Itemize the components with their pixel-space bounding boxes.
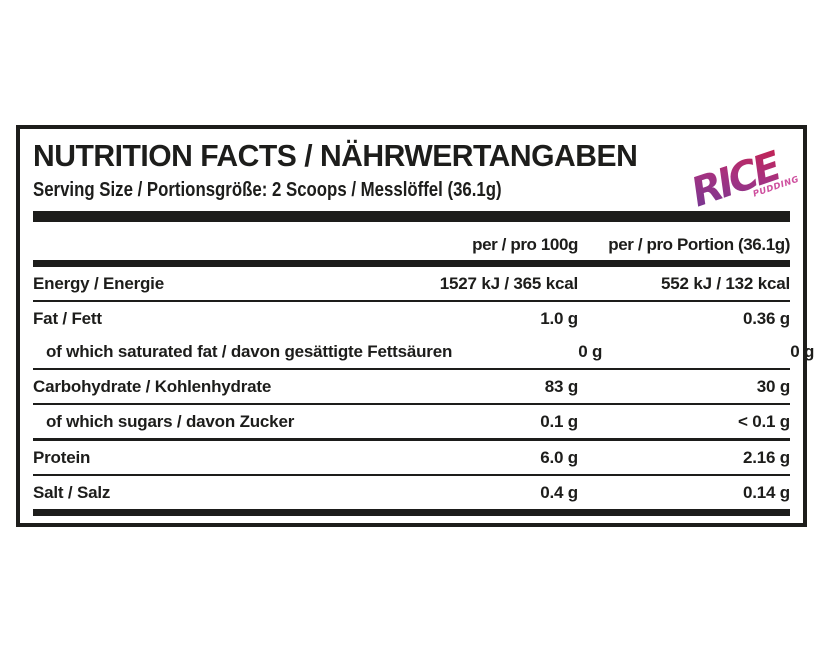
nutrient-name: Protein: [33, 447, 91, 467]
nutrition-row: of which sugars / davon Zucker 0.1 g < 0…: [33, 405, 790, 441]
rice-pudding-logo-svg: RICE PUDDING: [686, 143, 801, 216]
nutrition-row: Carbohydrate / Kohlenhydrate 83 g 30 g: [33, 370, 790, 405]
nutrient-name: of which sugars / davon Zucker: [46, 411, 295, 431]
value-per-portion: 552 kJ / 132 kcal: [661, 273, 790, 293]
divider-bar-top: [33, 211, 790, 222]
value-per-100g: 1527 kJ / 365 kcal: [439, 273, 578, 293]
nutrient-name: Salt / Salz: [33, 482, 111, 502]
value-per-portion: 0.14 g: [743, 482, 790, 502]
nutrition-rows: Energy / Energie 1527 kJ / 365 kcal 552 …: [33, 267, 814, 516]
column-header-per-portion: per / pro Portion (36.1g): [608, 235, 790, 254]
value-per-100g: 83 g: [544, 376, 578, 396]
serving-size-text: Serving Size / Portionsgröße: 2 Scoops /…: [33, 179, 502, 201]
nutrition-facts-label: NUTRITION FACTS / NÄHRWERTANGABEN Servin…: [16, 125, 814, 527]
value-per-100g: 1.0 g: [540, 308, 578, 328]
label-title: NUTRITION FACTS / NÄHRWERTANGABEN: [33, 138, 638, 173]
nutrition-row: Fat / Fett 1.0 g 0.36 g: [33, 302, 790, 335]
value-per-portion: 0.36 g: [743, 308, 790, 328]
value-per-100g: 6.0 g: [540, 447, 578, 467]
value-per-portion: 30 g: [756, 376, 790, 396]
nutrient-name: Carbohydrate / Kohlenhydrate: [33, 376, 272, 396]
value-per-portion: 0 g: [790, 341, 815, 361]
value-per-100g: 0 g: [578, 341, 603, 361]
nutrition-row: Protein 6.0 g 2.16 g: [33, 441, 790, 476]
value-per-100g: 0.4 g: [540, 482, 578, 502]
value-per-100g: 0.1 g: [540, 411, 578, 431]
nutrition-row: of which saturated fat / davon gesättigt…: [33, 335, 814, 370]
nutrient-name: Energy / Energie: [33, 273, 164, 293]
value-per-portion: < 0.1 g: [738, 411, 790, 431]
nutrition-row: Energy / Energie 1527 kJ / 365 kcal 552 …: [33, 267, 790, 302]
divider-bar-header: [33, 260, 790, 267]
table-header-row: per / pro 100g per / pro Portion (36.1g): [33, 222, 790, 260]
rice-pudding-logo: RICE PUDDING: [686, 135, 801, 219]
column-header-per-100g: per / pro 100g: [472, 235, 578, 254]
nutrient-name: of which saturated fat / davon gesättigt…: [46, 341, 453, 361]
logo-rice-text: RICE: [686, 143, 788, 216]
nutrition-row: Salt / Salz 0.4 g 0.14 g: [33, 476, 790, 516]
nutrient-name: Fat / Fett: [33, 308, 102, 328]
value-per-portion: 2.16 g: [743, 447, 790, 467]
